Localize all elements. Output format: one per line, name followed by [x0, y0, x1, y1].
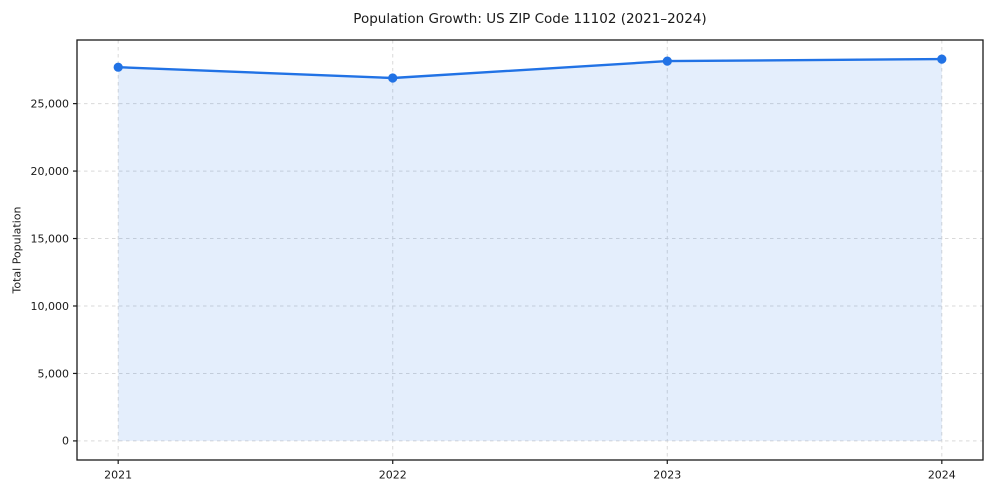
x-tick-label: 2021	[104, 469, 132, 482]
data-markers	[113, 54, 947, 83]
x-tick-label: 2022	[379, 469, 407, 482]
gridlines	[77, 40, 983, 460]
data-line	[116, 57, 943, 80]
x-tick-label: 2023	[653, 469, 681, 482]
y-tick-label: 0	[62, 435, 69, 448]
tick-labels: 0 5,000 10,000 15,000 20,000 25,000 2021 2022 20…	[31, 97, 956, 481]
plot-spines	[76, 39, 984, 461]
y-tick-label: 25,000	[31, 97, 70, 110]
y-tick-label: 10,000	[31, 300, 70, 313]
data-point-2022	[388, 73, 398, 83]
data-point-2023	[662, 56, 672, 66]
area-fill	[118, 59, 942, 441]
x-tick-label: 2024	[928, 469, 956, 482]
data-point-2021	[113, 62, 123, 72]
data-point-2024	[937, 54, 947, 64]
tick-marks	[73, 103, 943, 464]
y-tick-label: 20,000	[31, 165, 70, 178]
y-tick-label: 15,000	[31, 232, 70, 245]
chart-title: Population Growth: US ZIP Code 11102 (20…	[353, 11, 707, 27]
y-tick-label: 5,000	[38, 367, 70, 380]
